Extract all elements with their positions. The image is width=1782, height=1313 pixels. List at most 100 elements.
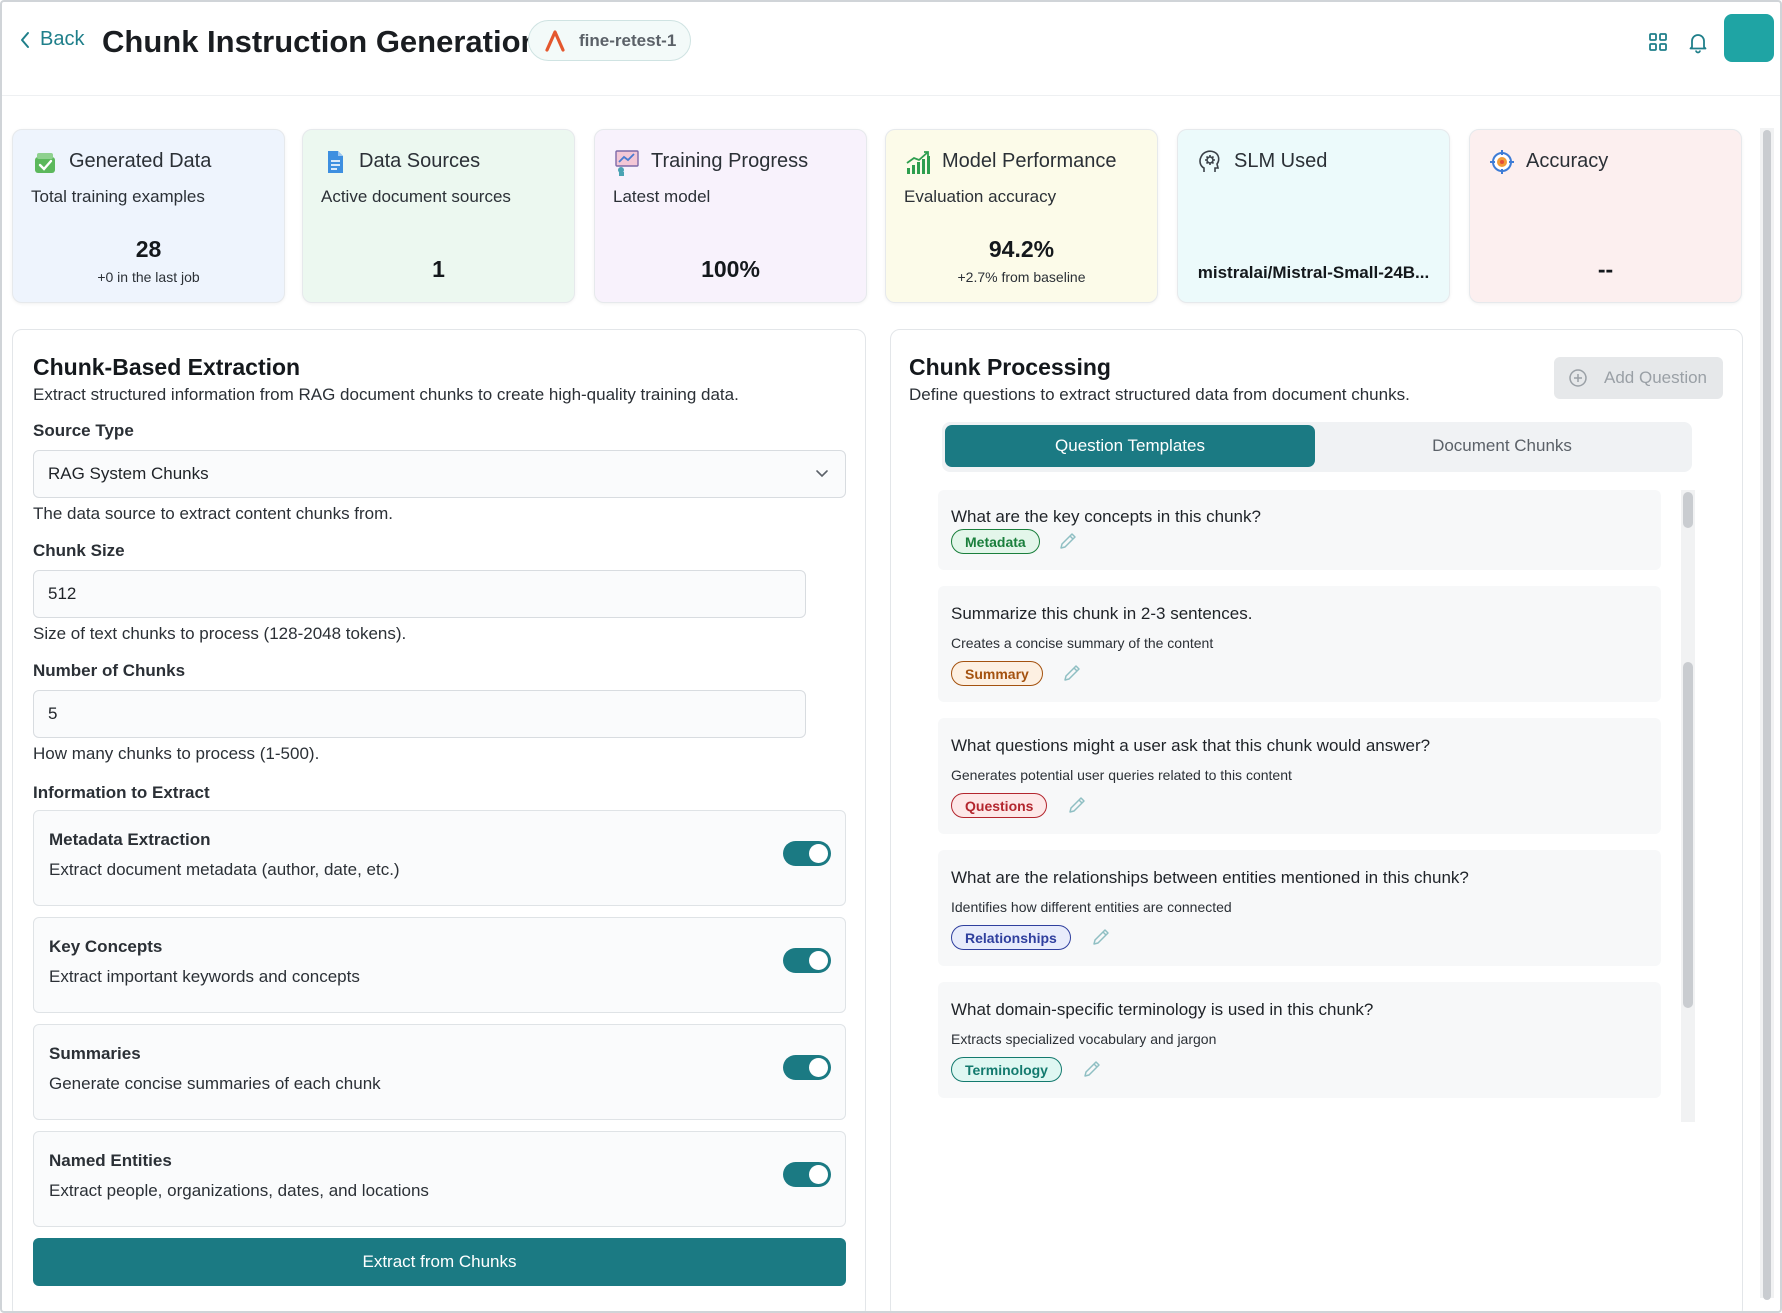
card-subtitle: Evaluation accuracy [904, 187, 1057, 206]
panel-description: Define questions to extract structured d… [909, 385, 1410, 404]
plus-circle-icon [1569, 369, 1587, 387]
option-description: Extract document metadata (author, date,… [49, 860, 400, 879]
option-title: Key Concepts [49, 937, 163, 956]
option-named-entities: Named Entities Extract people, organizat… [33, 1131, 846, 1227]
card-subtitle: Total training examples [31, 187, 205, 206]
extract-info-label: Information to Extract [33, 783, 210, 802]
option-key-concepts: Key Concepts Extract important keywords … [33, 917, 846, 1013]
stat-card-model-performance: Model Performance Evaluation accuracy 94… [885, 129, 1158, 303]
card-value: 28 [135, 236, 162, 262]
question-description: Generates potential user queries related… [951, 767, 1292, 783]
avatar[interactable] [1724, 14, 1774, 62]
tab-bar: Question Templates Document Chunks [942, 422, 1692, 472]
stat-card-data-sources: Data Sources Active document sources 1 [302, 129, 575, 303]
tag-questions: Questions [951, 793, 1048, 818]
chevron-down-icon [816, 470, 828, 478]
card-title: Training Progress [651, 150, 809, 172]
chunk-size-label: Chunk Size [33, 541, 125, 560]
card-title: Generated Data [69, 150, 212, 172]
option-title: Metadata Extraction [49, 830, 211, 849]
num-chunks-input[interactable]: 5 [33, 690, 806, 738]
card-title: Model Performance [942, 150, 1117, 172]
pencil-icon[interactable] [1082, 1059, 1102, 1079]
stat-card-training-progress: Training Progress Latest model 100% [594, 129, 867, 303]
card-note: +2.7% from baseline [957, 269, 1086, 285]
question-card[interactable]: What domain-specific terminology is used… [938, 982, 1661, 1098]
card-subtitle: Latest model [613, 187, 711, 206]
stat-card-generated-data: Generated Data Total training examples 2… [12, 129, 285, 303]
named-entities-toggle[interactable] [783, 1162, 831, 1187]
question-text: What questions might a user ask that thi… [951, 736, 1431, 755]
num-chunks-help: How many chunks to process (1-500). [33, 744, 320, 763]
metadata-toggle[interactable] [783, 841, 831, 866]
num-chunks-label: Number of Chunks [33, 661, 186, 680]
stat-card-accuracy: Accuracy -- [1469, 129, 1742, 303]
project-badge[interactable]: fine-retest-1 [528, 20, 692, 61]
panel-title: Chunk Processing [909, 354, 1111, 380]
question-card[interactable]: What are the key concepts in this chunk?… [938, 490, 1661, 570]
panel-description: Extract structured information from RAG … [33, 385, 739, 404]
card-value: 100% [701, 256, 760, 282]
bell-icon[interactable] [1686, 30, 1710, 54]
source-type-select[interactable]: RAG System Chunks [33, 450, 846, 498]
source-type-label: Source Type [33, 421, 134, 440]
summaries-toggle[interactable] [783, 1055, 831, 1080]
option-description: Generate concise summaries of each chunk [49, 1074, 381, 1093]
chunk-processing-panel: Chunk Processing Define questions to ext… [890, 329, 1743, 1313]
question-card[interactable]: What questions might a user ask that thi… [938, 718, 1661, 834]
pencil-icon[interactable] [1091, 927, 1111, 947]
back-button[interactable]: Back [18, 28, 84, 51]
back-label: Back [40, 28, 85, 50]
question-list-scrollbar[interactable] [1681, 490, 1695, 1122]
option-description: Extract important keywords and concepts [49, 967, 360, 986]
source-type-help: The data source to extract content chunk… [33, 504, 394, 523]
document-icon [328, 151, 343, 173]
key-concepts-toggle[interactable] [783, 948, 831, 973]
question-text: Summarize this chunk in 2-3 sentences. [951, 604, 1253, 623]
project-name: fine-retest-1 [579, 30, 677, 50]
pencil-icon[interactable] [1058, 531, 1078, 551]
top-header: Back Chunk Instruction Generation fine-r… [0, 0, 1782, 96]
question-card[interactable]: What are the relationships between entit… [938, 850, 1661, 966]
add-question-label: Add Question [1604, 368, 1708, 387]
grid-icon[interactable] [1646, 30, 1670, 54]
question-description: Creates a concise summary of the content [951, 635, 1214, 651]
card-note: +0 in the last job [97, 269, 200, 285]
chunk-extraction-panel: Chunk-Based Extraction Extract structure… [12, 329, 866, 1313]
card-value: 94.2% [988, 236, 1055, 262]
tab-question-templates[interactable]: Question Templates [945, 425, 1315, 467]
panel-title: Chunk-Based Extraction [33, 354, 301, 380]
question-list: What are the key concepts in this chunk?… [938, 490, 1671, 1122]
question-text: What are the key concepts in this chunk? [951, 507, 1261, 526]
question-description: Extracts specialized vocabulary and jarg… [951, 1031, 1217, 1047]
option-metadata-extraction: Metadata Extraction Extract document met… [33, 810, 846, 906]
tag-metadata: Metadata [951, 529, 1040, 554]
chunk-size-input[interactable]: 512 [33, 570, 806, 618]
question-text: What are the relationships between entit… [951, 868, 1469, 887]
tab-document-chunks[interactable]: Document Chunks [1432, 436, 1572, 455]
card-value: 1 [432, 256, 445, 282]
extract-from-chunks-button[interactable]: Extract from Chunks [33, 1238, 846, 1286]
add-question-button[interactable]: Add Question [1554, 357, 1723, 399]
question-description: Identifies how different entities are co… [951, 899, 1232, 915]
question-card[interactable]: Summarize this chunk in 2-3 sentences. C… [938, 586, 1661, 702]
pencil-icon[interactable] [1062, 663, 1082, 683]
source-type-value: RAG System Chunks [48, 464, 209, 483]
option-title: Named Entities [49, 1151, 172, 1170]
presentation-icon [615, 150, 639, 176]
page-scrollbar[interactable] [1760, 128, 1774, 1300]
tag-summary: Summary [951, 661, 1043, 686]
option-description: Extract people, organizations, dates, an… [49, 1181, 429, 1200]
chart-growth-icon [906, 151, 930, 174]
card-value: -- [1597, 256, 1614, 282]
logo-icon [545, 29, 565, 52]
database-check-icon [35, 153, 55, 173]
option-summaries: Summaries Generate concise summaries of … [33, 1024, 846, 1120]
brain-gear-icon [1199, 150, 1220, 172]
card-title: Data Sources [359, 150, 481, 172]
tag-terminology: Terminology [951, 1057, 1062, 1082]
chunk-size-help: Size of text chunks to process (128-2048… [33, 624, 407, 643]
card-title: Accuracy [1526, 150, 1609, 172]
chevron-left-icon [21, 31, 29, 48]
pencil-icon[interactable] [1067, 795, 1087, 815]
